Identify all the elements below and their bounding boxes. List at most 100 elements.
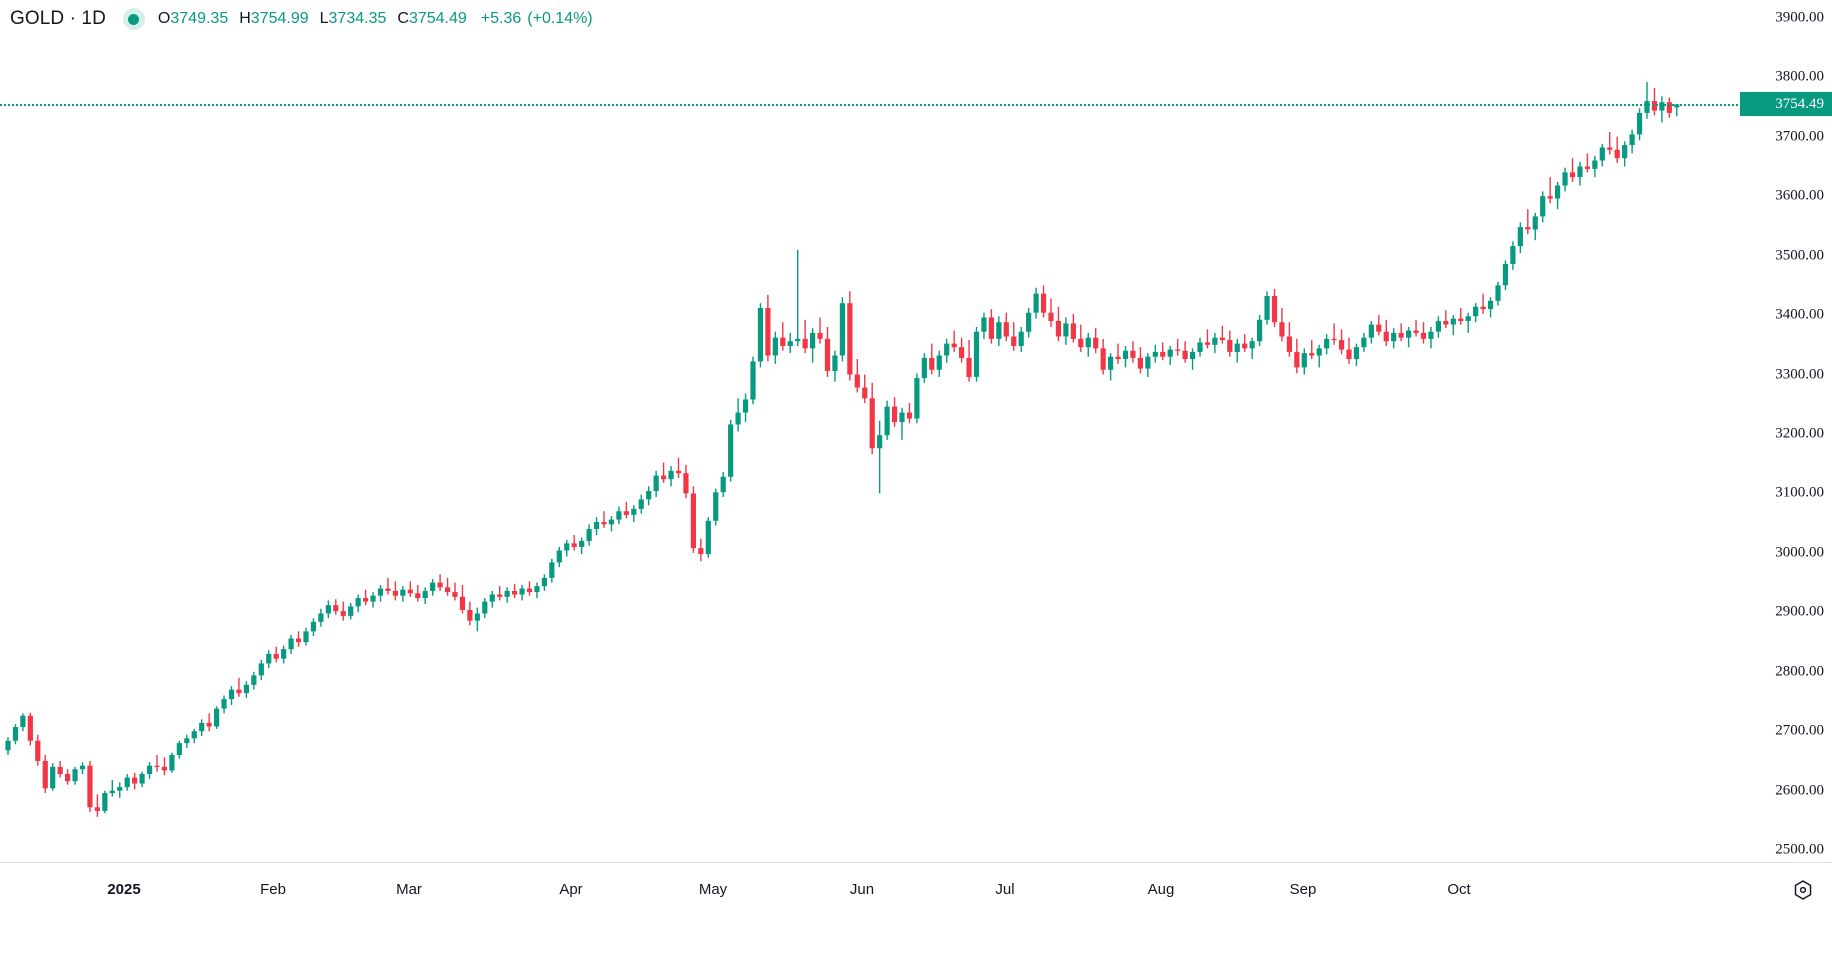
candle-body xyxy=(891,406,898,423)
candle-body xyxy=(951,343,957,348)
candle-body xyxy=(541,577,547,587)
candle-body xyxy=(616,511,622,520)
candle-body xyxy=(310,621,317,632)
candle-body xyxy=(385,588,391,591)
chart-legend: GOLD · 1D O 3749.35 H 3754.99 L 3734.35 C 37… xyxy=(10,5,593,33)
candle-body xyxy=(579,540,585,547)
candle-body xyxy=(117,787,123,791)
candle-body xyxy=(340,611,346,616)
price-tick: 3900.00 xyxy=(1775,9,1824,26)
candle-body xyxy=(593,521,600,530)
candle-body xyxy=(608,519,615,525)
candle-body xyxy=(690,493,696,549)
candle-body xyxy=(988,317,994,339)
candle-wick xyxy=(1415,319,1417,337)
candle-wick xyxy=(454,582,456,601)
candle-body xyxy=(1160,351,1166,357)
candle-body xyxy=(1361,337,1367,348)
candlestick-series xyxy=(5,82,1680,817)
candle-body xyxy=(422,590,428,599)
candle-body xyxy=(1547,196,1553,199)
candle-body xyxy=(1018,331,1024,346)
candle-body xyxy=(169,754,175,771)
candle-body xyxy=(787,341,793,346)
candle-wick xyxy=(1549,177,1551,204)
candle-body xyxy=(363,598,369,602)
candle-body xyxy=(914,378,920,419)
candle-body xyxy=(1212,337,1218,345)
candle-body xyxy=(646,491,652,500)
price-tick: 3300.00 xyxy=(1775,366,1824,383)
symbol-title[interactable]: GOLD · 1D xyxy=(10,8,106,29)
candle-body xyxy=(1055,321,1062,337)
candle-body xyxy=(683,473,689,494)
candle-body xyxy=(526,588,533,593)
candle-body xyxy=(921,357,927,379)
candle-body xyxy=(936,355,942,370)
candle-body xyxy=(437,582,443,588)
price-axis[interactable]: 3754.49 3900.00 3800.00 3700.00 3600.00 3500… xyxy=(1732,0,1832,862)
candle-body xyxy=(176,743,182,755)
candle-body xyxy=(27,715,33,741)
candle-body xyxy=(1569,172,1576,178)
price-tick: 3100.00 xyxy=(1775,484,1824,501)
candle-body xyxy=(519,588,525,595)
candle-body xyxy=(728,424,734,477)
time-tick: Sep xyxy=(1289,881,1317,898)
candle-body xyxy=(1398,332,1404,338)
candle-body xyxy=(1376,324,1382,332)
candle-wick xyxy=(1162,342,1164,361)
candle-body xyxy=(795,338,801,342)
candle-body xyxy=(1063,323,1069,337)
candle-body xyxy=(1614,149,1620,159)
candle-body xyxy=(1324,338,1330,349)
candle-body xyxy=(65,774,71,782)
candle-body xyxy=(109,790,115,794)
time-axis[interactable]: 2025 Feb Mar Apr May Jun Jul Aug Sep Oct xyxy=(0,862,1832,962)
candle-body xyxy=(899,412,905,423)
price-tick: 3500.00 xyxy=(1775,247,1824,264)
candle-body xyxy=(1465,316,1471,322)
candle-wick xyxy=(819,317,821,344)
candle-body xyxy=(586,529,592,541)
candle-body xyxy=(266,653,272,664)
time-tick: Feb xyxy=(260,881,286,898)
price-tick: 3600.00 xyxy=(1775,187,1824,204)
high-value: 3754.99 xyxy=(250,10,309,27)
candle-body xyxy=(512,590,518,595)
candle-body xyxy=(355,598,361,607)
candle-body xyxy=(1227,340,1233,352)
candle-body xyxy=(1301,353,1307,368)
candle-body xyxy=(1271,296,1278,323)
candle-wick xyxy=(573,535,575,551)
candle-body xyxy=(817,332,823,339)
candle-body xyxy=(884,406,890,436)
candle-body xyxy=(303,631,309,643)
candle-body xyxy=(228,689,235,700)
candle-wick xyxy=(603,511,605,528)
candle-body xyxy=(810,332,816,349)
candle-wick xyxy=(1571,158,1574,182)
chart-settings-icon[interactable] xyxy=(1792,879,1814,901)
candle-body xyxy=(757,307,764,362)
price-tick: 3000.00 xyxy=(1775,544,1824,561)
candle-body xyxy=(1257,319,1263,342)
candle-body xyxy=(1078,338,1084,348)
price-tick: 2600.00 xyxy=(1775,782,1824,799)
chart-plot-area[interactable] xyxy=(0,0,1762,862)
candle-wick xyxy=(238,677,240,697)
candle-body xyxy=(1234,343,1240,352)
candle-body xyxy=(944,343,950,356)
candle-wick xyxy=(528,581,531,596)
candle-wick xyxy=(499,586,501,601)
candle-wick xyxy=(111,779,113,797)
candle-body xyxy=(124,777,130,788)
candle-body xyxy=(1115,356,1121,360)
candle-body xyxy=(243,684,249,694)
candle-body xyxy=(1629,134,1635,146)
candle-body xyxy=(824,338,831,371)
candle-body xyxy=(1607,147,1613,150)
candle-body xyxy=(221,699,227,709)
candle-body xyxy=(720,476,726,493)
candle-body xyxy=(1152,351,1158,357)
